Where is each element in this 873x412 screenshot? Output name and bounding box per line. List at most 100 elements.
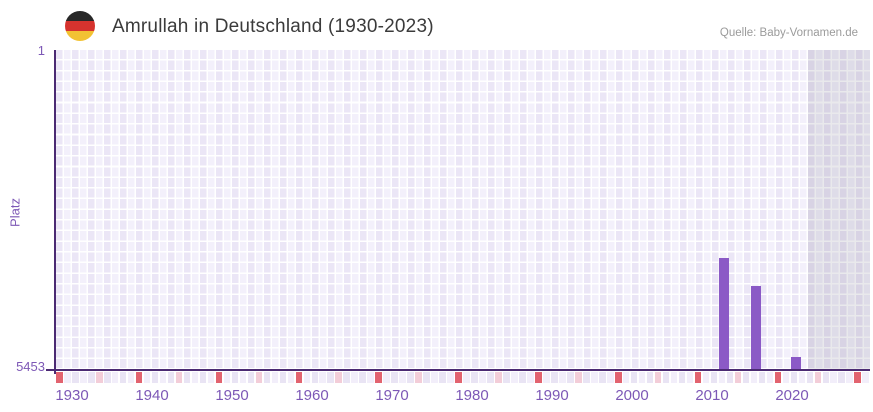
x-tick-label: 1930 (55, 387, 89, 404)
year-strip-cell (471, 372, 478, 383)
year-strip-cell (574, 372, 582, 383)
year-strip-cell (463, 372, 470, 383)
x-tick-label: 1990 (535, 387, 569, 404)
year-strip-cell (495, 372, 502, 383)
year-strip-cell (263, 372, 271, 383)
year-strip-cell (742, 372, 750, 383)
year-strip-cell (399, 372, 406, 383)
year-strip-cell (862, 372, 870, 383)
year-strip-cell (503, 372, 510, 383)
year-strip-cell (191, 372, 199, 383)
year-strip-cell (175, 372, 183, 383)
x-tick-label: 2020 (775, 387, 809, 404)
year-strip-cell (662, 372, 670, 383)
x-tick-label: 1960 (295, 387, 329, 404)
year-strip-cell (119, 372, 127, 383)
year-strip-cell (223, 372, 231, 383)
year-strip-cell (447, 372, 454, 383)
year-strip-cell (710, 372, 718, 383)
year-strip-cell (798, 372, 806, 383)
x-tick-label: 2010 (695, 387, 729, 404)
germany-flag-icon (65, 11, 95, 41)
year-strip-cell (359, 372, 366, 383)
year-strip-cell (311, 372, 319, 383)
year-strip-cell (718, 372, 726, 383)
x-tick-label: 1950 (215, 387, 249, 404)
year-strip-cell (127, 372, 135, 383)
decade-marker-cell (535, 372, 542, 383)
year-strip-cell (231, 372, 239, 383)
x-tick-label: 1940 (135, 387, 169, 404)
future-years-band (808, 50, 870, 370)
x-tick-label: 1970 (375, 387, 409, 404)
year-strip-cell (279, 372, 287, 383)
year-strip-cell (439, 372, 446, 383)
rank-bar-2013[interactable] (719, 258, 729, 370)
year-strip-cell (407, 372, 414, 383)
year-strip-cell (678, 372, 686, 383)
x-tick-label: 2000 (615, 387, 649, 404)
decade-marker-cell (56, 372, 63, 383)
year-strip-cell (199, 372, 207, 383)
year-strip-cell (63, 372, 71, 383)
year-strip-cell (766, 372, 774, 383)
year-strip-cell (758, 372, 766, 383)
y-axis-line (54, 50, 56, 374)
year-strip-cell (335, 372, 343, 383)
chart-title: Amrullah in Deutschland (1930-2023) (112, 16, 434, 37)
year-strip-cell (806, 372, 814, 383)
year-strip-cell (519, 372, 526, 383)
year-strip (56, 372, 870, 383)
year-strip-cell (423, 372, 430, 383)
year-strip-cell (103, 372, 111, 383)
year-strip-cell (367, 372, 374, 383)
year-strip-cell (415, 372, 422, 383)
decade-marker-cell (215, 372, 223, 383)
year-strip-cell (590, 372, 598, 383)
year-strip-cell (822, 372, 830, 383)
year-strip-cell (838, 372, 846, 383)
x-tick-label: 1980 (455, 387, 489, 404)
year-strip-cell (239, 372, 247, 383)
year-strip-cell (686, 372, 694, 383)
year-strip-cell (207, 372, 215, 383)
year-strip-cell (143, 372, 151, 383)
year-strip-cell (511, 372, 518, 383)
year-strip-cell (654, 372, 662, 383)
year-strip-cell (646, 372, 654, 383)
year-strip-cell (383, 372, 390, 383)
year-strip-cell (527, 372, 534, 383)
x-axis-line (46, 369, 870, 371)
year-strip-cell (606, 372, 614, 383)
year-strip-cell (327, 372, 335, 383)
year-strip-cell (790, 372, 798, 383)
year-strip-cell (598, 372, 606, 383)
y-axis-tick-top: 1 (37, 43, 45, 58)
year-strip-cell (702, 372, 710, 383)
rank-bar-2022[interactable] (791, 357, 801, 370)
rank-bar-2017[interactable] (751, 286, 761, 370)
year-strip-cell (567, 372, 574, 383)
year-strip-cell (343, 372, 351, 383)
y-axis-title: Platz (7, 198, 23, 227)
decade-marker-cell (854, 372, 862, 383)
y-axis-tick-bottom: 5453 (16, 359, 45, 374)
year-strip-cell (151, 372, 159, 383)
year-strip-cell (582, 372, 590, 383)
year-strip-cell (622, 372, 630, 383)
decade-marker-cell (774, 372, 782, 383)
year-strip-cell (351, 372, 359, 383)
year-strip-cell (750, 372, 758, 383)
year-strip-cell (71, 372, 79, 383)
year-strip-cell (726, 372, 734, 383)
year-strip-cell (183, 372, 191, 383)
year-strip-cell (95, 372, 103, 383)
decade-marker-cell (614, 372, 622, 383)
source-attribution: Quelle: Baby-Vornamen.de (719, 27, 858, 39)
year-strip-cell (319, 372, 327, 383)
year-strip-cell (559, 372, 566, 383)
year-strip-cell (551, 372, 558, 383)
year-strip-cell (487, 372, 494, 383)
year-strip-cell (782, 372, 790, 383)
